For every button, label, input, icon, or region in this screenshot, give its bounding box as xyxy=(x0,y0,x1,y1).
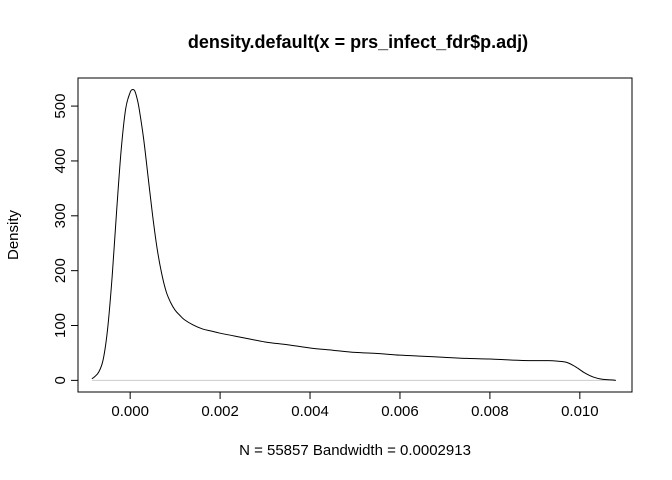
y-tick-label: 500 xyxy=(52,94,69,119)
y-axis-label: Density xyxy=(5,209,22,260)
x-tick-label: 0.004 xyxy=(291,403,329,420)
x-axis-label: N = 55857 Bandwidth = 0.0002913 xyxy=(239,442,471,459)
x-tick-label: 0.010 xyxy=(561,403,599,420)
y-tick-label: 300 xyxy=(52,203,69,228)
y-tick-label: 0 xyxy=(52,376,69,384)
x-tick-label: 0.002 xyxy=(201,403,239,420)
plot-frame xyxy=(77,77,633,393)
x-tick-label: 0.006 xyxy=(381,403,419,420)
chart-title: density.default(x = prs_infect_fdr$p.adj… xyxy=(188,32,528,52)
x-tick-label: 0.000 xyxy=(111,403,149,420)
y-tick-label: 100 xyxy=(52,313,69,338)
y-tick-label: 400 xyxy=(52,148,69,173)
x-tick-label: 0.008 xyxy=(471,403,509,420)
density-curve xyxy=(91,88,616,381)
y-axis: 0 100 200 300 400 500 xyxy=(52,94,79,385)
x-axis: 0.000 0.002 0.004 0.006 0.008 0.010 xyxy=(111,391,599,420)
y-tick-label: 200 xyxy=(52,258,69,283)
